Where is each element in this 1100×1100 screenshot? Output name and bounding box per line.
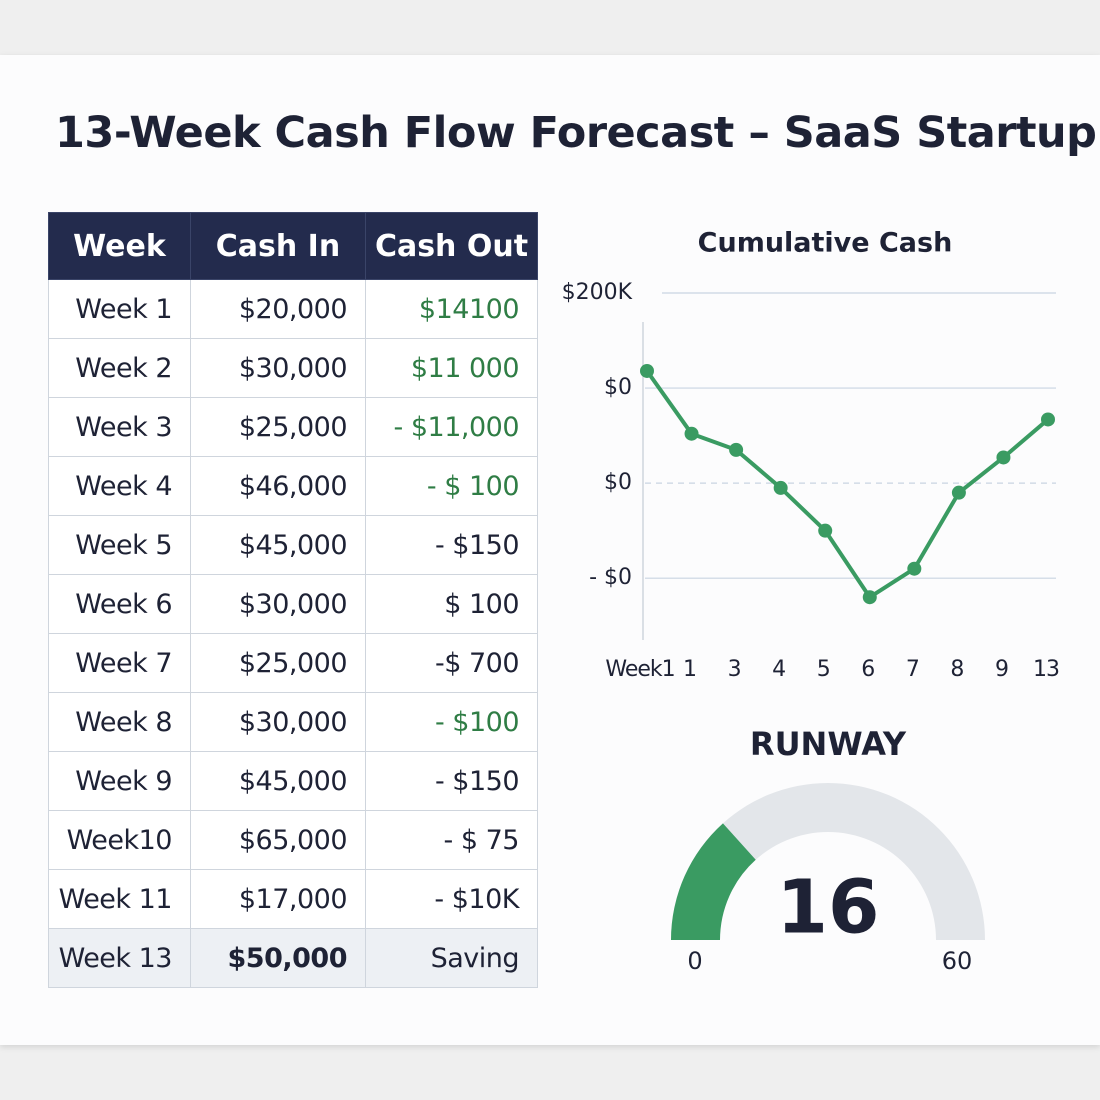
table-cell: $25,000 — [190, 633, 366, 693]
x-tick-label: 13 — [1033, 657, 1059, 682]
gauge-value-arc — [671, 823, 756, 940]
chart-title: Cumulative Cash — [698, 228, 953, 259]
table-cell: $50,000 — [190, 928, 366, 988]
table-cell: - $ 75 — [365, 810, 538, 870]
table-cell: $11 000 — [365, 338, 538, 398]
y-tick-label: - $0 — [589, 565, 632, 590]
gauge-track — [671, 782, 985, 940]
x-tick-label: 4 — [772, 657, 785, 682]
data-point — [684, 426, 699, 441]
table-cell: Week 5 — [48, 515, 191, 575]
table-cell: - $11,000 — [365, 397, 538, 457]
table-cell: Week 6 — [48, 574, 191, 634]
table-cell: Week 2 — [48, 338, 191, 398]
table-row: Week 8 $30,000- $100 — [48, 692, 538, 752]
table-cell: $20,000 — [190, 279, 366, 339]
table-row: Week 4 $46,000- $ 100 — [48, 456, 538, 516]
column-header: Cash Out — [365, 212, 538, 280]
page-title: 13-Week Cash Flow Forecast – SaaS Startu… — [55, 108, 1097, 158]
table-cell: Week 3 — [48, 397, 191, 457]
data-point — [640, 363, 654, 378]
table-row: Week 3 $25,000- $11,000 — [48, 397, 538, 457]
gauge-max-label: 60 — [942, 947, 973, 975]
data-point — [996, 450, 1011, 465]
data-point — [773, 480, 788, 495]
table-cell: - $ 100 — [365, 456, 538, 516]
y-tick-label: $0 — [604, 470, 632, 495]
table-header: Week Cash In Cash Out — [48, 212, 538, 280]
table-cell: Week10 — [48, 810, 191, 870]
gauge-min-label: 0 — [687, 947, 702, 975]
y-tick-label: $200K — [562, 280, 633, 305]
table-cell: Week 4 — [48, 456, 191, 516]
x-tick-label: 9 — [995, 657, 1008, 682]
x-tick-label: Week1 — [605, 657, 674, 682]
x-tick-label: 5 — [817, 657, 830, 682]
data-point — [818, 523, 833, 538]
x-tick-label: 8 — [950, 657, 963, 682]
table-cell: $17,000 — [190, 869, 366, 929]
x-tick-label: 1 — [683, 657, 696, 682]
table-cell: $ 100 — [365, 574, 538, 634]
x-tick-label: 6 — [861, 657, 874, 682]
table-cell: Week 7 — [48, 633, 191, 693]
table-cell: $46,000 — [190, 456, 366, 516]
table-cell: Week 8 — [48, 692, 191, 752]
data-point — [907, 561, 922, 576]
cash-table: Week Cash In Cash Out Week 1 $20,000 $14100 We… — [48, 212, 538, 988]
table-cell: - $150 — [365, 751, 538, 811]
gauge-value: 16 — [777, 865, 880, 951]
data-point — [862, 590, 877, 605]
gauge-title: RUNWAY — [750, 725, 907, 763]
table-cell: Week 13 — [48, 928, 191, 988]
line-series — [645, 369, 1050, 600]
data-point — [1041, 412, 1055, 427]
table-row: Week 7 $25,000 -$ 700 — [48, 633, 538, 693]
table-cell: $14100 — [365, 279, 538, 339]
table-cell: $30,000 — [190, 574, 366, 634]
table-row: Week 13 $50,000 Saving — [48, 928, 538, 988]
data-point — [729, 442, 744, 457]
table-row: Week 1 $20,000 $14100 — [48, 279, 538, 339]
x-tick-label: 7 — [906, 657, 919, 682]
table-cell: $30,000 — [190, 692, 366, 752]
table-cell: - $10K — [365, 869, 538, 929]
table-row: Week 6 $30,000 $ 100 — [48, 574, 538, 634]
table-cell: Saving — [365, 928, 538, 988]
table-row: Week10 $65,000- $ 75 — [48, 810, 538, 870]
y-tick-label: $0 — [604, 375, 632, 400]
table-cell: $45,000 — [190, 751, 366, 811]
data-point — [951, 485, 966, 500]
table-cell: - $100 — [365, 692, 538, 752]
table-cell: $45,000 — [190, 515, 366, 575]
table-cell: $25,000 — [190, 397, 366, 457]
table-row: Week 11 $17,000- $10K — [48, 869, 538, 929]
x-tick-label: 3 — [728, 657, 741, 682]
